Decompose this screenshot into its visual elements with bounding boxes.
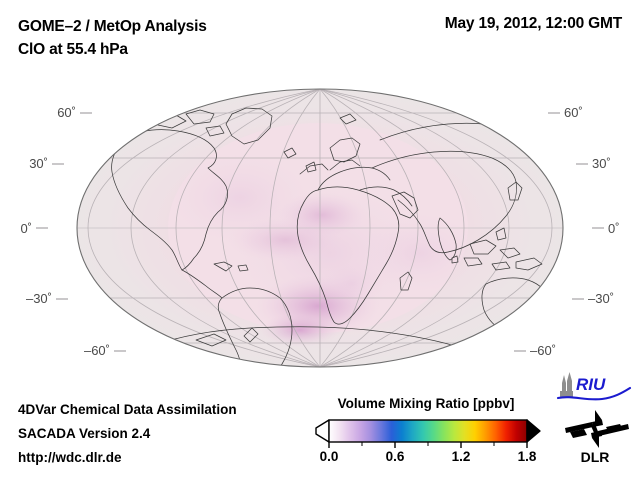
colorbar-tick-1: 0.6 xyxy=(386,449,405,464)
lat-label-60s-left: –60˚ xyxy=(84,343,110,358)
colorbar-gradient xyxy=(328,419,528,443)
lat-label-60n-left: 60˚ xyxy=(57,105,76,120)
timestamp-label: May 19, 2012, 12:00 GMT xyxy=(444,15,622,32)
header-title-block: GOME–2 / MetOp Analysis ClO at 55.4 hPa xyxy=(18,15,207,61)
lat-label-60s-right: –60˚ xyxy=(530,343,556,358)
lat-label-0-right: 0˚ xyxy=(608,221,620,236)
footer-info-block: 4DVar Chemical Data Assimilation SACADA … xyxy=(18,398,237,470)
latitude-labels-right: 60˚ 30˚ 0˚ –30˚ –60˚ xyxy=(514,105,620,358)
latitude-labels-left: 60˚ 30˚ 0˚ –30˚ –60˚ xyxy=(20,105,126,358)
footer-line-url[interactable]: http://wdc.dlr.de xyxy=(18,450,122,465)
colorbar-extend-right xyxy=(526,419,541,443)
map-panel: 60˚ 30˚ 0˚ –30˚ –60˚ 60˚ 30˚ 0˚ –30˚ –60… xyxy=(0,78,640,378)
colorbar-tick-3: 1.8 xyxy=(518,449,537,464)
colorbar-ticks xyxy=(328,442,528,448)
colorbar-block: Volume Mixing Ratio [ppbv] xyxy=(310,396,550,465)
lat-label-0-left: 0˚ xyxy=(20,221,32,236)
dlr-logo: DLR xyxy=(562,408,632,469)
lat-label-60n-right: 60˚ xyxy=(564,105,583,120)
data-field-layer xyxy=(168,123,480,347)
colorbar-tick-2: 1.2 xyxy=(452,449,471,464)
cathedral-spire-icon xyxy=(560,372,573,397)
page-subtitle: ClO at 55.4 hPa xyxy=(18,41,128,58)
lat-label-30s-left: –30˚ xyxy=(26,291,52,306)
dlr-logo-graphic: DLR xyxy=(565,410,629,465)
graticule xyxy=(77,89,563,367)
dlr-wing-icon xyxy=(565,410,629,448)
globe-outline xyxy=(76,88,564,368)
colorbar-tick-0: 0.0 xyxy=(320,449,339,464)
dlr-logo-text: DLR xyxy=(581,449,610,464)
page-title: GOME–2 / MetOp Analysis xyxy=(18,18,207,35)
lat-label-30n-left: 30˚ xyxy=(29,156,48,171)
lat-label-30s-right: –30˚ xyxy=(588,291,614,306)
riu-logo: RIU xyxy=(556,371,632,406)
colorbar: 0.0 0.6 1.2 1.8 xyxy=(315,419,541,464)
riu-swoosh-icon xyxy=(556,386,632,401)
world-map-mollweide: 60˚ 30˚ 0˚ –30˚ –60˚ 60˚ 30˚ 0˚ –30˚ –60… xyxy=(20,88,620,368)
colorbar-extend-left xyxy=(315,419,330,443)
footer-line-method: 4DVar Chemical Data Assimilation xyxy=(18,402,237,417)
colorbar-minor-ticks xyxy=(361,442,495,446)
riu-logo-graphic: RIU xyxy=(556,372,632,401)
lat-label-30n-right: 30˚ xyxy=(592,156,611,171)
colorbar-title: Volume Mixing Ratio [ppbv] xyxy=(337,396,515,411)
riu-logo-text: RIU xyxy=(576,375,606,394)
footer-line-version: SACADA Version 2.4 xyxy=(18,426,151,441)
